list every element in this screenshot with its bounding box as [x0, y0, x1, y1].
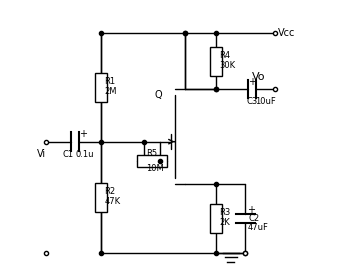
Bar — [95, 183, 107, 212]
Text: Q: Q — [155, 90, 162, 100]
Text: Vi: Vi — [37, 149, 47, 159]
Bar — [137, 155, 167, 167]
Text: 10uF: 10uF — [255, 97, 276, 106]
Text: R3: R3 — [219, 208, 231, 217]
Text: R4: R4 — [219, 51, 230, 60]
Text: 30K: 30K — [219, 61, 235, 70]
Text: C1: C1 — [63, 150, 74, 158]
Bar — [95, 73, 107, 102]
Text: R5: R5 — [146, 149, 157, 158]
Text: C3: C3 — [246, 97, 257, 106]
Text: 2K: 2K — [219, 218, 230, 227]
Text: C2: C2 — [248, 214, 259, 223]
Text: +: + — [248, 77, 256, 87]
Text: R2: R2 — [105, 187, 116, 196]
Bar — [210, 46, 222, 76]
Text: 47uF: 47uF — [248, 223, 269, 232]
Text: 10M: 10M — [146, 164, 164, 173]
Text: Vcc: Vcc — [278, 29, 295, 38]
Text: +: + — [247, 206, 255, 216]
Text: R1: R1 — [105, 77, 116, 86]
Text: Vo: Vo — [252, 72, 266, 82]
Text: +: + — [79, 129, 87, 139]
Text: 0.1u: 0.1u — [75, 150, 93, 158]
Text: 2M: 2M — [105, 87, 117, 96]
Text: 47K: 47K — [105, 197, 121, 206]
Bar — [210, 204, 222, 234]
